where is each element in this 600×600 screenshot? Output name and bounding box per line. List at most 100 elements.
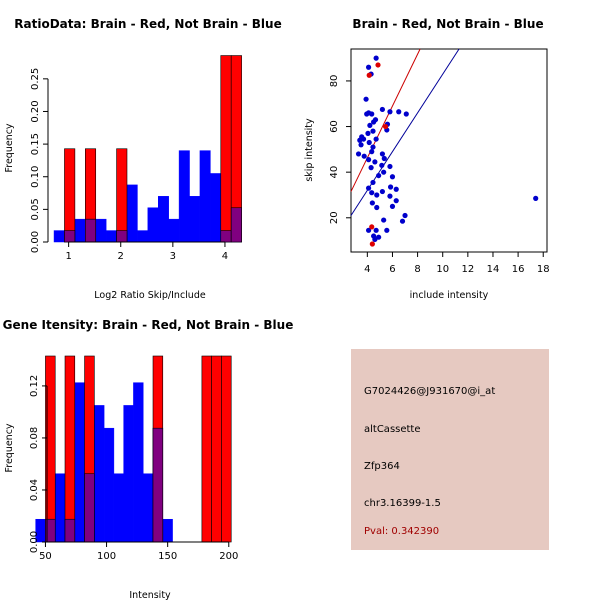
ratio-overlap-bar — [85, 218, 97, 243]
intensity-blue-bar — [113, 473, 124, 543]
ratio-x-tick-label: 4 — [222, 251, 228, 262]
intensity-red-bars — [45, 355, 232, 543]
scatter-point-not-brain — [369, 190, 375, 196]
scatter-point-not-brain — [381, 155, 387, 162]
ratio-blue-bar — [137, 230, 149, 243]
scatter-frame — [350, 48, 548, 253]
scatter-title: Brain - Red, Not Brain - Blue — [352, 17, 543, 31]
ratio-blue-bar — [105, 230, 117, 243]
scatter-x-tick-label: 10 — [436, 264, 449, 275]
scatter-point-not-brain — [381, 217, 387, 223]
ratio-blue-bar — [168, 218, 180, 243]
ratio-blue-bar — [199, 150, 211, 243]
ratio-histogram: RatioData: Brain - Red, Not Brain - Blue… — [4, 17, 282, 301]
scatter-point-not-brain — [363, 96, 369, 102]
scatter-point-not-brain — [372, 236, 378, 243]
scatter-point-not-brain — [381, 169, 387, 175]
ratio-red-bar — [64, 148, 76, 243]
scatter-point-not-brain — [365, 130, 371, 136]
scatter-point-not-brain — [393, 198, 399, 204]
ratio-blue-bar — [158, 196, 169, 243]
scatter-point-not-brain — [379, 162, 385, 168]
scatter-point-not-brain — [355, 151, 362, 157]
scatter-point-not-brain — [389, 203, 396, 209]
intensity-x-tick-label: 50 — [39, 551, 52, 562]
event-type: altCassette — [364, 424, 421, 435]
scatter-point-not-brain — [379, 106, 386, 113]
scatter-point-not-brain — [393, 186, 399, 192]
ratio-red-bar — [116, 148, 128, 243]
intensity-overlap-bar — [152, 427, 164, 543]
scatter-point-not-brain — [387, 109, 393, 115]
scatter-point-not-brain — [403, 111, 409, 117]
ratio-overlap-bar — [230, 207, 242, 243]
scatter-point-not-brain — [374, 192, 380, 198]
ratio-blue-bar — [210, 173, 222, 243]
ratio-blue-bar — [147, 207, 159, 243]
scatter-x-tick-label: 8 — [414, 264, 420, 275]
intensity-y-tick-label: 0.04 — [29, 479, 40, 501]
scatter-point-not-brain — [365, 157, 372, 163]
scatter-point-not-brain — [367, 122, 373, 129]
scatter-y-tick-label: 60 — [329, 120, 340, 133]
scatter-point-not-brain — [365, 227, 372, 233]
scatter-plot: Brain - Red, Not Brain - Blue 4 6 8 10 12 14 1… — [304, 17, 550, 301]
scatter-point-not-brain — [366, 139, 372, 146]
ratio-blue-bar — [178, 150, 190, 243]
scatter-y-tick-label: 80 — [329, 75, 340, 88]
scatter-point-not-brain — [379, 188, 386, 195]
scatter-x-tick-label: 4 — [364, 264, 370, 275]
intensity-y-tick-label: 0.00 — [29, 531, 40, 553]
ratio-blue-bar — [74, 218, 86, 243]
scatter-point-brain — [375, 62, 381, 68]
ratio-x-tick-label: 3 — [170, 251, 176, 262]
intensity-y-label: Frequency — [4, 423, 15, 472]
intensity-blue-bar — [74, 382, 85, 543]
scatter-point-not-brain — [365, 64, 372, 70]
intensity-red-bar — [201, 355, 212, 543]
scatter-point-not-brain — [369, 111, 375, 117]
intensity-axes: 50 100 150 200 0.00 0.04 0.08 0.12 — [29, 375, 238, 562]
ratio-x-tick-label: 2 — [118, 251, 124, 262]
ratio-x-tick-label: 1 — [65, 251, 71, 262]
scatter-point-not-brain — [372, 117, 379, 123]
scatter-point-not-brain — [370, 144, 376, 150]
scatter-point-not-brain — [399, 218, 406, 224]
intensity-x-label: Intensity — [129, 590, 171, 600]
scatter-point-not-brain — [368, 165, 374, 171]
p-value: Pval: 0.342390 — [364, 526, 440, 537]
scatter-axes: 4 6 8 10 12 14 16 18 20 40 60 80 — [329, 75, 550, 275]
intensity-blue-bar — [142, 473, 154, 543]
ratio-histogram-title: RatioData: Brain - Red, Not Brain - Blue — [14, 17, 281, 31]
ratio-blue-bar — [189, 196, 201, 243]
ratio-y-tick-label: 0.10 — [30, 166, 41, 188]
scatter-point-not-brain — [379, 151, 386, 157]
scatter-point-not-brain — [376, 234, 382, 240]
scatter-point-brain — [382, 123, 389, 130]
scatter-point-not-brain — [389, 174, 396, 180]
scatter-point-brain — [369, 241, 375, 247]
intensity-x-tick-label: 100 — [97, 551, 116, 562]
ratio-blue-bars — [53, 150, 242, 243]
scatter-point-not-brain — [361, 153, 367, 159]
intensity-blue-bars — [35, 382, 173, 543]
scatter-x-label: include intensity — [410, 290, 489, 301]
scatter-y-tick-label: 40 — [329, 166, 340, 179]
scatter-point-not-brain — [364, 111, 370, 117]
ratio-x-label: Log2 Ratio Skip/Include — [94, 290, 206, 301]
intensity-blue-bar — [94, 405, 105, 543]
intensity-blue-bar — [162, 518, 173, 543]
ratio-axes: 1 2 3 4 0.00 0.05 0.10 0.15 0.20 0.25 — [30, 68, 228, 262]
scatter-x-tick-label: 18 — [537, 264, 550, 275]
ratio-y-tick-label: 0.25 — [30, 68, 41, 90]
ratio-red-bar — [220, 55, 232, 243]
intensity-red-bar — [211, 355, 222, 543]
ratio-blue-bar — [53, 230, 65, 243]
fit-line-brain — [350, 48, 421, 192]
info-panel: G7024426@J931670@i_at altCassette Zfp364… — [351, 349, 549, 550]
intensity-overlap-bar — [64, 518, 76, 543]
scatter-point-not-brain — [370, 179, 376, 186]
intensity-y-tick-label: 0.12 — [29, 375, 40, 397]
intensity-blue-bar — [123, 405, 134, 543]
scatter-point-not-brain — [372, 159, 378, 165]
